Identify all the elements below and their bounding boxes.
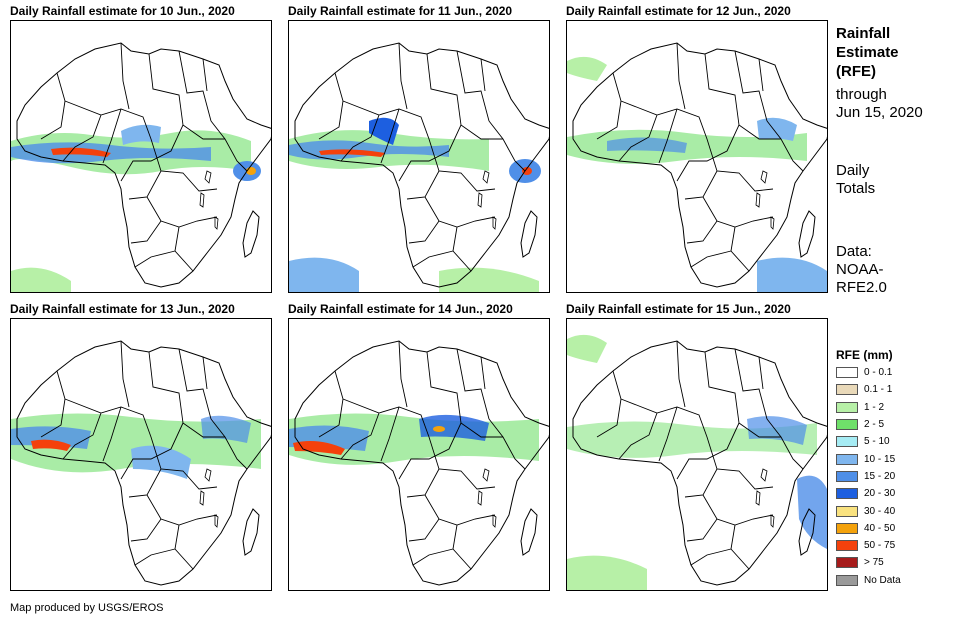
- legend-rows: 0 - 0.1 0.1 - 1 1 - 2 2 - 5 5 - 10 10 - 15 15 …: [836, 364, 956, 589]
- legend-item: No Data: [836, 572, 956, 589]
- legend-label: 15 - 20: [864, 470, 896, 482]
- legend-label: 10 - 15: [864, 453, 896, 465]
- legend-swatch: [836, 384, 858, 396]
- legend-item: 2 - 5: [836, 416, 956, 433]
- legend-label: 30 - 40: [864, 505, 896, 517]
- data-line: RFE2.0: [836, 279, 887, 296]
- panel-title: Daily Rainfall estimate for 12 Jun., 202…: [566, 4, 791, 18]
- legend-label: 40 - 50: [864, 522, 896, 534]
- legend-swatch: [836, 436, 858, 448]
- panel-title: Daily Rainfall estimate for 15 Jun., 202…: [566, 302, 791, 316]
- rain-band: [567, 334, 827, 590]
- legend-item: 50 - 75: [836, 537, 956, 554]
- through-line: through: [836, 86, 887, 103]
- legend-swatch: [836, 522, 858, 534]
- legend-label: 50 - 75: [864, 540, 896, 552]
- rain-band: [11, 413, 261, 479]
- legend-item: 1 - 2: [836, 399, 956, 416]
- daily-line: Totals: [836, 180, 876, 197]
- rfe-title-line: (RFE): [836, 63, 876, 80]
- daily-totals: Daily Totals: [836, 162, 946, 198]
- legend-item: 5 - 10: [836, 433, 956, 450]
- rain-band: [11, 124, 261, 292]
- rainfall-map: [10, 318, 272, 591]
- legend-swatch: [836, 540, 858, 552]
- legend-item: 0 - 0.1: [836, 364, 956, 381]
- rfe-title-line: Estimate: [836, 44, 899, 61]
- legend-swatch: [836, 470, 858, 482]
- rainfall-map: [288, 20, 550, 293]
- legend-label: > 75: [864, 557, 884, 569]
- legend-item: 20 - 30: [836, 485, 956, 502]
- legend-label: 2 - 5: [864, 419, 885, 431]
- legend-item: > 75: [836, 554, 956, 571]
- legend-label: 0 - 0.1: [864, 367, 893, 379]
- rfe-title: Rainfall Estimate (RFE): [836, 24, 946, 81]
- legend-swatch: [836, 401, 858, 413]
- legend-label: 20 - 30: [864, 488, 896, 500]
- legend-swatch: [836, 367, 858, 379]
- legend-swatch: [836, 557, 858, 569]
- panel-title: Daily Rainfall estimate for 11 Jun., 202…: [288, 4, 513, 18]
- legend-label: 5 - 10: [864, 436, 890, 448]
- legend-swatch: [836, 488, 858, 500]
- legend-swatch: [836, 419, 858, 431]
- legend-swatch: [836, 574, 858, 586]
- legend-item: 30 - 40: [836, 502, 956, 519]
- legend: RFE (mm) 0 - 0.1 0.1 - 1 1 - 2 2 - 5 5 - 10 1…: [836, 346, 956, 589]
- legend-item: 40 - 50: [836, 520, 956, 537]
- panel-title: Daily Rainfall estimate for 14 Jun., 202…: [288, 302, 513, 316]
- rainfall-map: [566, 20, 828, 293]
- legend-label: No Data: [864, 574, 901, 586]
- legend-label: 1 - 2: [864, 401, 885, 413]
- legend-label: 0.1 - 1: [864, 384, 893, 396]
- rainfall-map: [10, 20, 272, 293]
- rfe-title-line: Rainfall: [836, 25, 891, 42]
- legend-item: 10 - 15: [836, 450, 956, 467]
- footer-credit: Map produced by USGS/EROS: [10, 602, 164, 614]
- through-date: through Jun 15, 2020: [836, 86, 956, 122]
- rainfall-map: [288, 318, 550, 591]
- rainfall-map: [566, 318, 828, 591]
- legend-item: 0.1 - 1: [836, 381, 956, 398]
- data-line: NOAA-: [836, 261, 884, 278]
- rain-band: [289, 413, 539, 465]
- data-line: Data:: [836, 243, 872, 260]
- through-line: Jun 15, 2020: [836, 104, 923, 121]
- rain-band: [567, 56, 827, 292]
- legend-swatch: [836, 453, 858, 465]
- panel-title: Daily Rainfall estimate for 13 Jun., 202…: [10, 302, 235, 316]
- legend-swatch: [836, 505, 858, 517]
- panel-title: Daily Rainfall estimate for 10 Jun., 202…: [10, 4, 235, 18]
- data-source: Data: NOAA- RFE2.0: [836, 243, 946, 297]
- legend-title: RFE (mm): [836, 348, 893, 362]
- daily-line: Daily: [836, 162, 870, 179]
- legend-item: 15 - 20: [836, 468, 956, 485]
